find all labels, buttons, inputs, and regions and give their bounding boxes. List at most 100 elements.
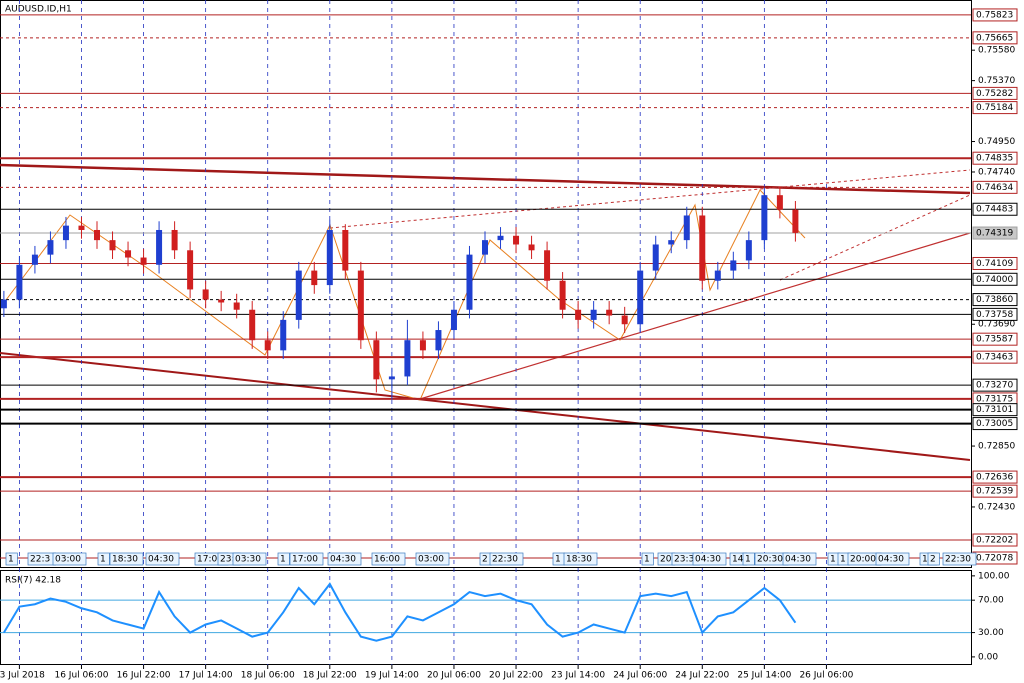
candle-body: [404, 340, 411, 377]
candle-body: [264, 340, 271, 351]
level-label: 0.74319: [976, 229, 1013, 239]
level-label-box: [972, 417, 1018, 431]
level-label-box: [972, 31, 1018, 45]
y-tick-label: 0.74740: [978, 167, 1015, 177]
session-box: [97, 552, 110, 566]
session-label: 04:30: [695, 555, 721, 565]
session-label: 1: [840, 555, 846, 565]
level-label-box: [972, 226, 1018, 240]
candle-body: [575, 309, 582, 320]
level-label: 0.73463: [976, 353, 1013, 363]
candle-body: [544, 250, 551, 281]
x-tick-label: 17 Jul 14:00: [179, 671, 233, 681]
session-label: 1: [745, 555, 751, 565]
session-label: 18:30: [112, 555, 138, 565]
level-label-box: [972, 272, 1018, 286]
level-label: 0.74634: [976, 183, 1013, 193]
y-tick-label: 70.00: [978, 596, 1004, 606]
x-tick-label: 16 Jul 06:00: [54, 671, 108, 681]
session-box: [232, 552, 267, 566]
session-label: 03:00: [55, 555, 81, 565]
x-tick-label: 23 Jul 14:00: [551, 671, 605, 681]
y-tick-label: 0.75580: [978, 46, 1015, 56]
candle-body: [683, 215, 690, 241]
candle-body: [218, 299, 225, 303]
level-label: 0.75823: [976, 10, 1013, 20]
session-box: [277, 552, 290, 566]
candle-body: [606, 309, 613, 316]
session-label: 04:30: [148, 555, 174, 565]
trend-lines: [0, 163, 971, 461]
session-label: 1: [100, 555, 106, 565]
candle-body: [62, 225, 69, 241]
session-label: 04:30: [330, 555, 356, 565]
candle-body: [0, 299, 7, 309]
level-label: 0.73270: [976, 381, 1013, 391]
session-box: [563, 552, 598, 566]
candle-body: [202, 289, 209, 300]
session-box: [641, 552, 654, 566]
session-box: [371, 552, 406, 566]
candle-body: [326, 229, 333, 286]
x-tick-label: 24 Jul 06:00: [613, 671, 667, 681]
level-label-box: [972, 293, 1018, 307]
level-label: 0.75282: [976, 89, 1013, 99]
candle-body: [171, 229, 178, 251]
candle-body: [497, 235, 504, 241]
session-box: [489, 552, 524, 566]
candle-body: [249, 309, 256, 341]
session-box: [742, 552, 755, 566]
x-tick-label: 18 Jul 06:00: [241, 671, 295, 681]
level-label-box: [972, 533, 1018, 547]
level-label: 0.74835: [976, 154, 1013, 164]
trend-line: [0, 163, 971, 195]
x-tick-label: 16 Jul 22:00: [117, 671, 171, 681]
candle-body: [435, 330, 442, 351]
session-box: [875, 552, 910, 566]
candle-body: [482, 240, 488, 255]
candle-body: [761, 195, 768, 241]
session-label: 03:30: [235, 555, 261, 565]
level-label-box: [972, 86, 1018, 100]
candle-body: [125, 250, 132, 258]
candle-body: [47, 240, 54, 255]
candle-body: [528, 244, 535, 251]
trend-line: [779, 194, 971, 281]
x-tick-label: 13 Jul 2018: [0, 671, 45, 681]
level-label-box: [972, 378, 1018, 392]
candle-body: [513, 235, 520, 245]
candle-body: [373, 340, 380, 380]
session-label: 22:3: [30, 555, 50, 565]
candle-body: [652, 244, 659, 271]
session-label: 23:3: [674, 555, 694, 565]
session-label: 1: [555, 555, 561, 565]
session-label: 2: [930, 555, 936, 565]
session-label: 22:30: [492, 555, 518, 565]
session-box: [927, 552, 940, 566]
x-tick-label: 25 Jul 14:00: [737, 671, 791, 681]
session-label: 04:30: [785, 555, 811, 565]
session-box: [327, 552, 362, 566]
level-label: 0.72078: [976, 553, 1013, 563]
candle-body: [419, 340, 426, 351]
trend-line: [419, 232, 971, 400]
level-label-box: [972, 307, 1018, 321]
x-tick-label: 19 Jul 14:00: [365, 671, 419, 681]
candle-body: [776, 195, 783, 210]
level-label-box: [972, 180, 1018, 194]
trend-line: [329, 169, 971, 229]
candle-body: [94, 229, 100, 241]
candle-body: [295, 270, 302, 320]
session-label: 1: [830, 555, 836, 565]
session-label: 14: [732, 555, 744, 565]
candle-body: [621, 315, 628, 325]
y-tick-label: 0.73690: [978, 320, 1015, 330]
candle-body: [187, 250, 194, 290]
main-panel: [0, 0, 972, 568]
candle-body: [388, 376, 395, 380]
level-label: 0.74000: [976, 275, 1013, 285]
candle-body: [357, 270, 364, 341]
candle-body: [78, 225, 85, 230]
session-box: [109, 552, 144, 566]
level-label: 0.73587: [976, 335, 1013, 345]
